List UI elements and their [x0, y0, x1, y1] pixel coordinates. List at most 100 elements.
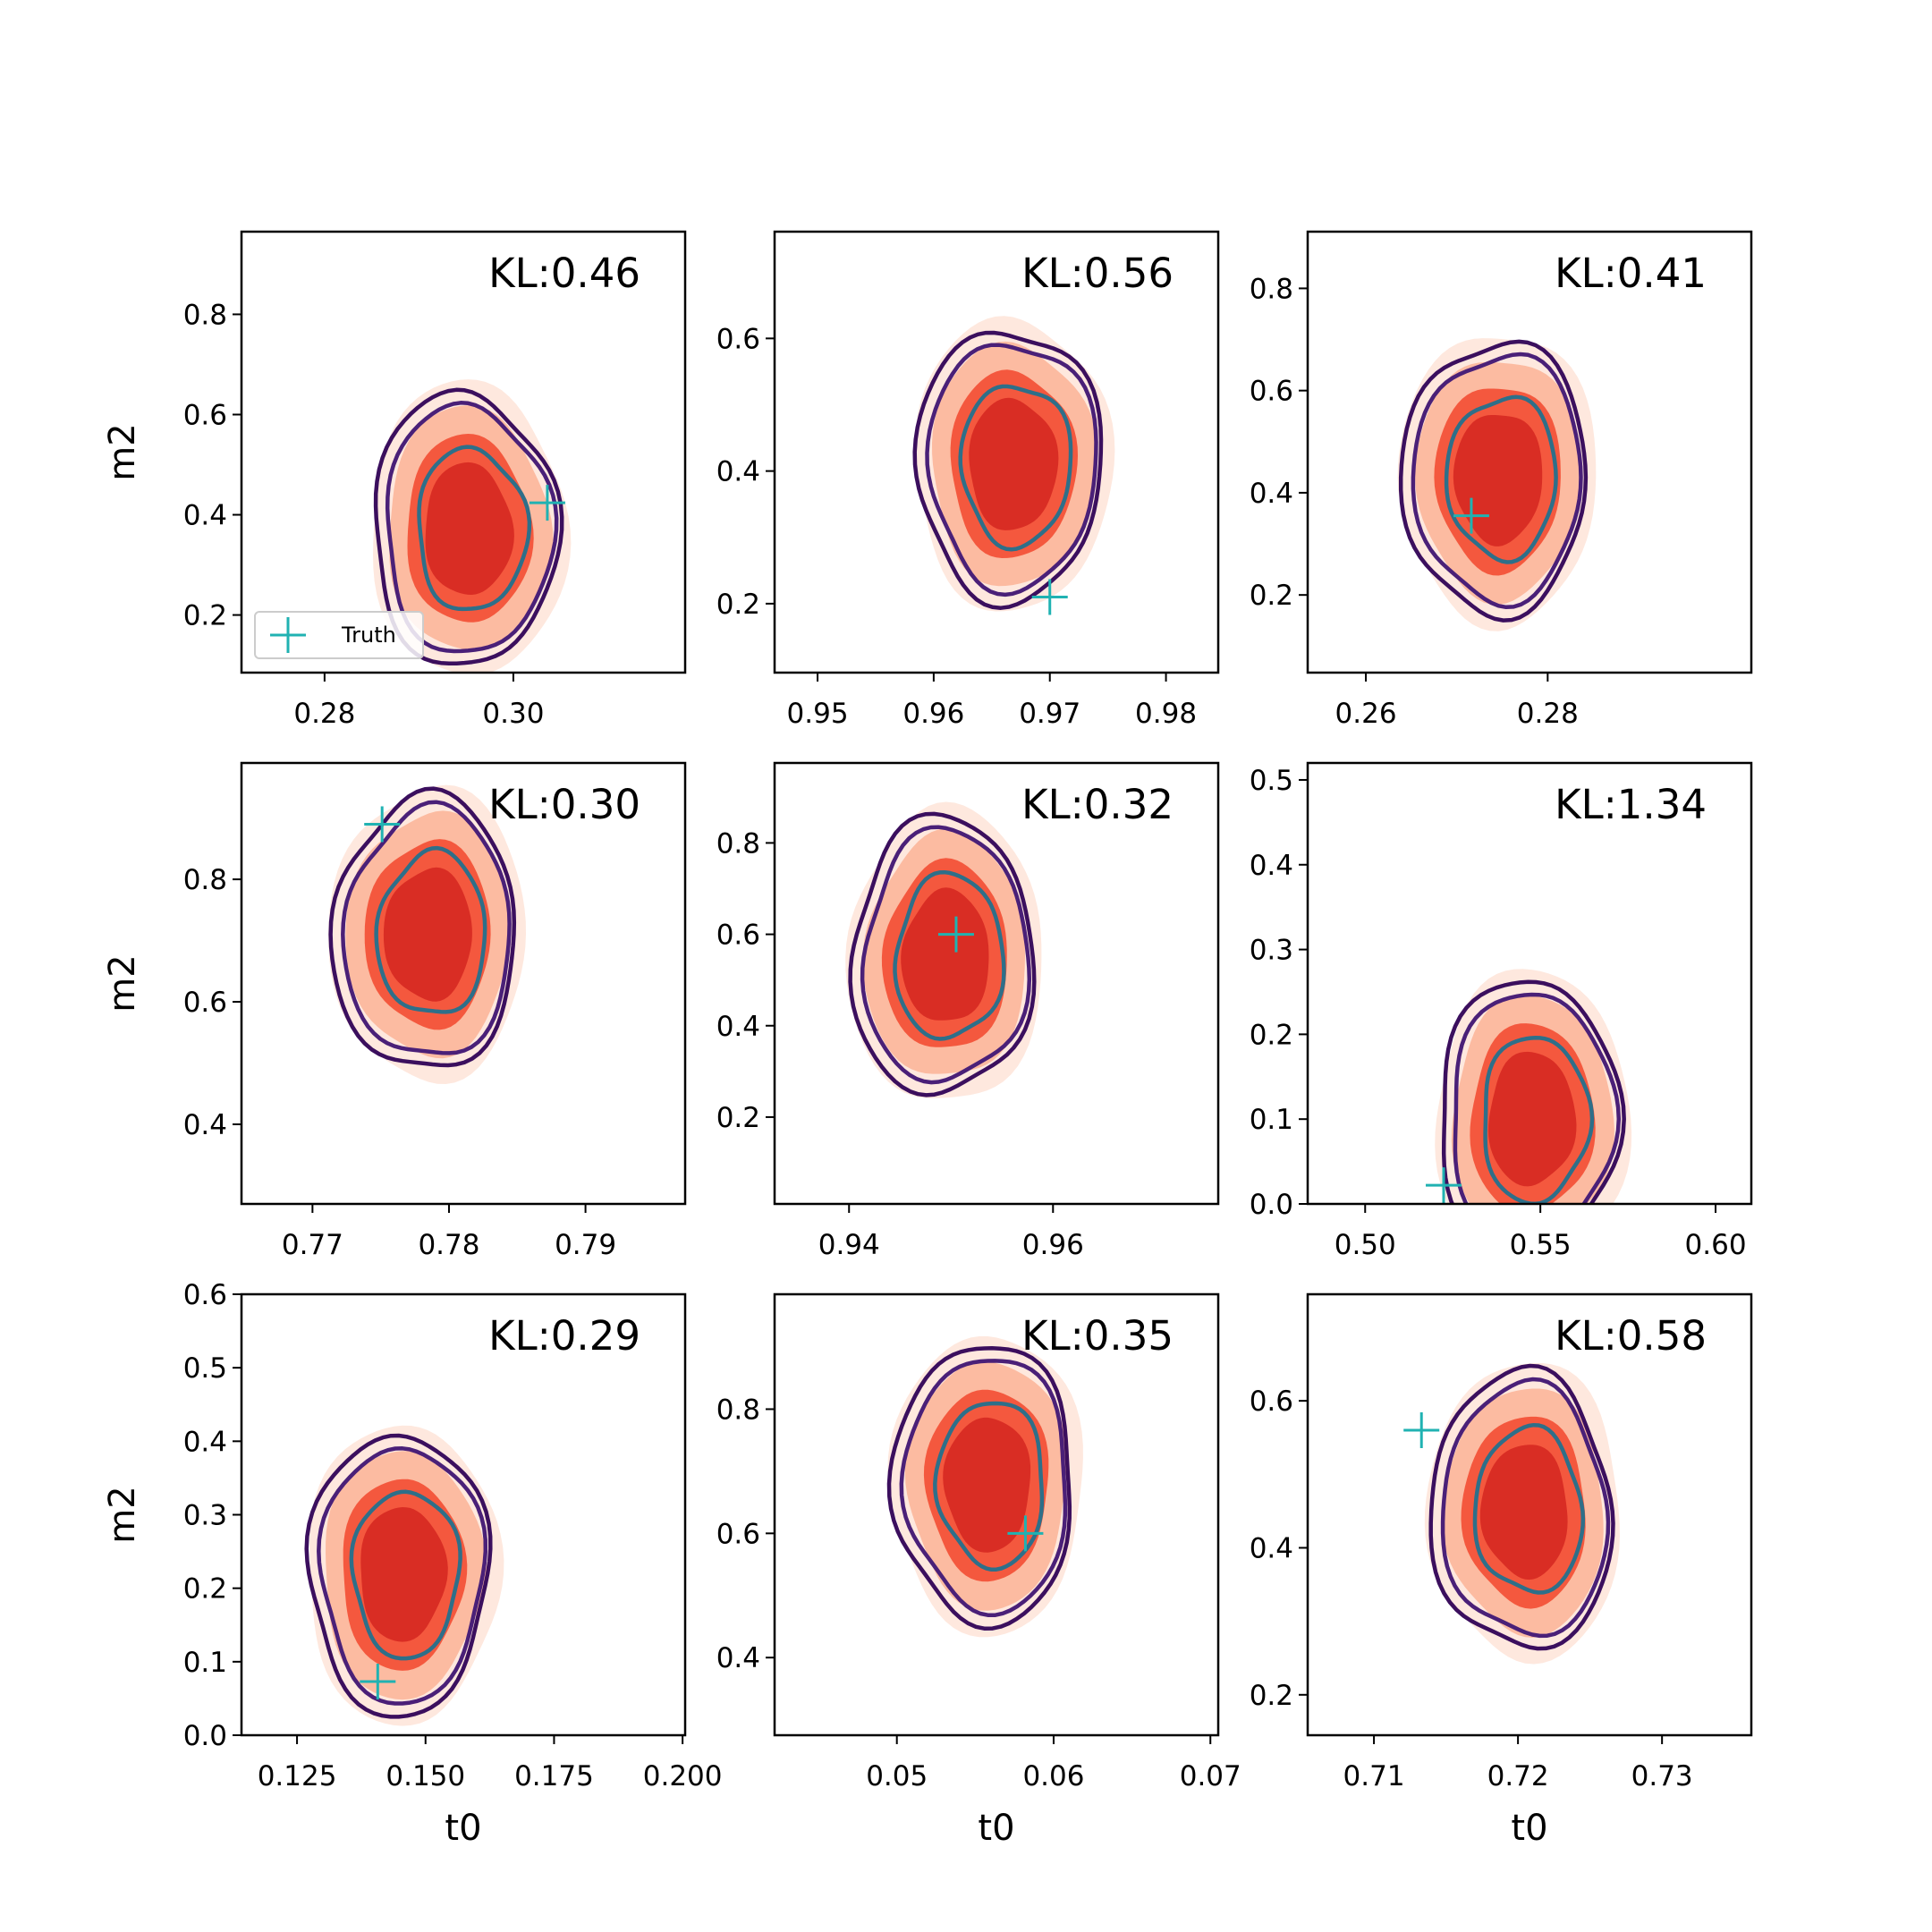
y-tick-label: 0.8: [716, 827, 760, 860]
subplot-3: 0.26 0.28 0.2 0.4 0.6 0.8 KL:0.41: [1250, 230, 1753, 730]
y-tick-label: 0.6: [716, 1518, 760, 1550]
subplot-2: 0.95 0.96 0.97 0.98 0.2 0.4 0.6 KL:0.56: [716, 230, 1220, 730]
contour-line-outer: [886, 1346, 1072, 1631]
y-tick-label: 0.8: [183, 864, 227, 896]
y-tick-label: 0.4: [716, 456, 760, 488]
contour-line-mid: [1453, 992, 1622, 1204]
plot-area: [1424, 1363, 1620, 1665]
density-fill-core: [969, 397, 1059, 530]
x-tick-label: 0.72: [1487, 1760, 1549, 1792]
plot-area: [304, 1425, 504, 1726]
y-tick-label: 0.6: [1250, 376, 1293, 408]
legend-label: Truth: [341, 623, 396, 648]
contour-line-outer: [1398, 339, 1589, 623]
kl-label: KL:0.58: [1555, 1312, 1707, 1360]
truth-marker: [937, 916, 974, 953]
y-tick-label: 0.8: [1250, 273, 1293, 305]
subplot-6: 0.50 0.55 0.60 0.0 0.1 0.2 0.3 0.4 0.5 KL:1.34: [1250, 761, 1753, 1261]
y-tick-label: 0.6: [716, 919, 760, 952]
subplot-1: 0.28 0.30 0.2 0.4 0.6 0.8 KL:0.46 m2 Truth: [102, 230, 687, 730]
x-tick-label: 0.07: [1180, 1760, 1241, 1792]
contour-line-outer: [1428, 1363, 1615, 1651]
x-tick-label: 0.28: [1517, 698, 1579, 730]
kl-label: KL:0.56: [1021, 250, 1174, 297]
x-tick-label: 0.73: [1631, 1760, 1693, 1792]
contour-line-mid: [341, 800, 512, 1055]
x-tick-label: 0.78: [418, 1229, 479, 1261]
axes-frame: [240, 761, 687, 1206]
y-tick-label: 0.0: [183, 1720, 227, 1752]
y-tick-label: 0.4: [1250, 478, 1293, 510]
contour-line-inner: [958, 384, 1073, 552]
x-tick-label: 0.60: [1685, 1229, 1747, 1261]
truth-marker: [1453, 497, 1489, 534]
density-fill-core: [1453, 415, 1543, 547]
y-tick-label: 0.6: [716, 323, 760, 355]
axes-frame: [1306, 1292, 1753, 1737]
contour-line-inner: [1444, 394, 1558, 564]
y-tick-label: 0.4: [183, 1426, 227, 1458]
axes-frame: [773, 1292, 1220, 1737]
truth-marker: [1403, 1412, 1440, 1449]
y-tick-label: 0.5: [1250, 765, 1293, 797]
y-tick-label: 0.8: [183, 299, 227, 331]
axes-frame: [1306, 761, 1753, 1206]
contour-line-outer: [304, 1433, 493, 1719]
contour-line-inner: [1472, 1422, 1586, 1595]
y-tick-label: 0.6: [183, 1279, 227, 1311]
kl-label: KL:0.29: [488, 1312, 640, 1360]
kl-label: KL:1.34: [1555, 781, 1707, 828]
y-tick-label: 0.3: [1250, 935, 1293, 967]
kl-label: KL:0.35: [1021, 1312, 1174, 1360]
y-axis-label: m2: [102, 423, 143, 480]
contour-line-outer: [373, 387, 564, 666]
axes-frame: [1306, 230, 1753, 674]
contour-line-inner: [417, 445, 532, 612]
axes-frame: [773, 230, 1220, 674]
y-tick-label: 0.2: [1250, 580, 1293, 612]
contour-line-inner: [933, 1401, 1045, 1572]
contour-line-mid: [860, 825, 1032, 1085]
y-tick-label: 0.2: [716, 589, 760, 621]
y-tick-label: 0.1: [1250, 1104, 1293, 1136]
y-tick-label: 0.8: [716, 1394, 760, 1426]
x-tick-label: 0.26: [1335, 698, 1397, 730]
density-fill-core: [1487, 1051, 1577, 1187]
x-tick-label: 0.55: [1510, 1229, 1572, 1261]
x-axis-label: t0: [978, 1808, 1014, 1849]
axes-frame: [773, 761, 1220, 1206]
y-tick-label: 0.6: [1250, 1385, 1293, 1418]
contour-line-outer: [912, 330, 1104, 610]
contour-line-inner: [374, 845, 487, 1014]
x-tick-label: 0.150: [386, 1760, 465, 1792]
plot-area: [886, 1336, 1083, 1638]
density-fill-core: [1479, 1445, 1568, 1580]
x-axis-label: t0: [1511, 1808, 1547, 1849]
kl-label: KL:0.30: [488, 781, 640, 828]
density-fill-core: [943, 1417, 1031, 1553]
kl-label: KL:0.32: [1021, 781, 1174, 828]
y-axis-label: m2: [102, 1486, 143, 1543]
contour-line-mid: [317, 1446, 488, 1706]
contour-line-mid: [1411, 352, 1583, 610]
x-tick-label: 0.175: [514, 1760, 594, 1792]
x-tick-label: 0.94: [818, 1229, 880, 1261]
truth-marker: [1031, 579, 1068, 615]
kl-label: KL:0.41: [1555, 250, 1707, 297]
legend-box: [254, 611, 424, 659]
truth-marker: [1007, 1515, 1044, 1552]
y-tick-label: 0.4: [1250, 1532, 1293, 1564]
truth-marker: [529, 485, 565, 521]
x-tick-label: 0.30: [482, 698, 544, 730]
y-tick-label: 0.3: [183, 1500, 227, 1532]
x-tick-label: 0.97: [1019, 698, 1080, 730]
legend-truth-marker: [270, 617, 306, 653]
x-tick-label: 0.77: [282, 1229, 343, 1261]
density-fill-core: [360, 1507, 448, 1642]
x-tick-label: 0.96: [902, 698, 964, 730]
contour-line-outer: [848, 811, 1037, 1097]
density-fill-core: [383, 867, 472, 1002]
contour-line-inner: [349, 1489, 462, 1661]
x-tick-label: 0.71: [1343, 1760, 1405, 1792]
